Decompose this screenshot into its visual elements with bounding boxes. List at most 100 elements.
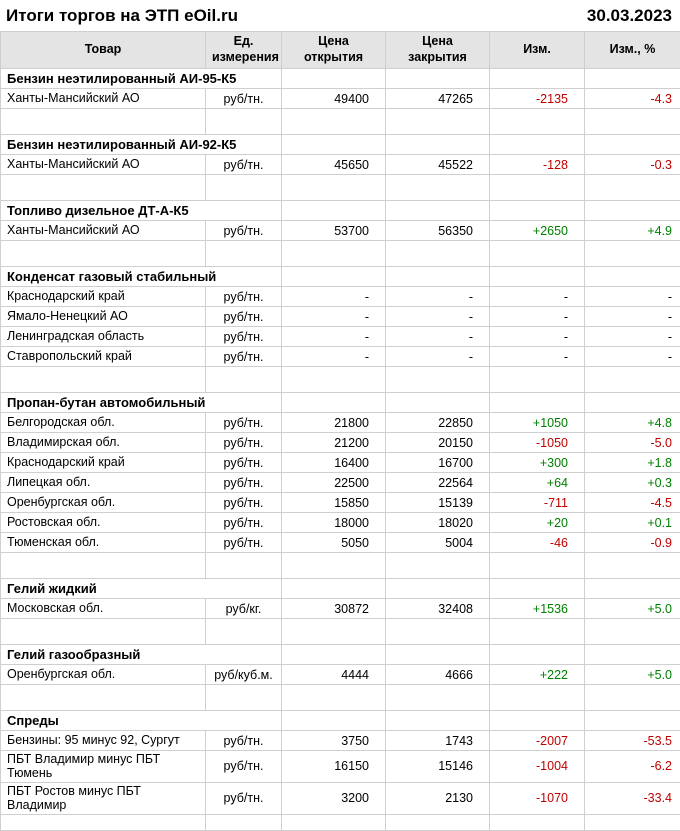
empty-cell [585, 267, 680, 287]
change-abs: +1050 [490, 413, 585, 433]
empty-cell [585, 645, 680, 665]
close-price: 47265 [386, 89, 490, 109]
spacer-cell [490, 175, 585, 201]
spacer-cell [585, 175, 680, 201]
change-abs: -46 [490, 533, 585, 553]
unit: руб/тн. [206, 453, 282, 473]
section-title: Спреды [1, 711, 282, 731]
spacer-cell [490, 619, 585, 645]
section-header-row: Пропан-бутан автомобильный [1, 393, 680, 413]
product-name: ПБТ Владимир минус ПБТ Тюмень [1, 751, 206, 783]
page-title: Итоги торгов на ЭТП eOil.ru [6, 6, 238, 26]
change-pct: -0.9 [585, 533, 680, 553]
unit: руб/кг. [206, 599, 282, 619]
spacer-cell [585, 241, 680, 267]
spacer-cell [585, 367, 680, 393]
product-name: ПБТ Ростов минус ПБТ Владимир [1, 782, 206, 814]
spacer-row [1, 619, 680, 645]
close-price: 2130 [386, 782, 490, 814]
change-pct: -53.5 [585, 731, 680, 751]
change-pct: - [585, 327, 680, 347]
unit: руб/тн. [206, 221, 282, 241]
open-price: 16150 [282, 751, 386, 783]
open-price: 18000 [282, 513, 386, 533]
section-title: Бензин неэтилированный АИ-95-К5 [1, 69, 282, 89]
change-pct: -0.3 [585, 155, 680, 175]
section-header-row: Бензин неэтилированный АИ-95-К5 [1, 69, 680, 89]
empty-cell [490, 645, 585, 665]
change-abs: -2007 [490, 731, 585, 751]
spacer-row [1, 553, 680, 579]
empty-cell [585, 579, 680, 599]
close-price: 32408 [386, 599, 490, 619]
change-pct: - [585, 287, 680, 307]
change-abs: -1004 [490, 751, 585, 783]
open-price: 22500 [282, 473, 386, 493]
section-header-row: Спреды [1, 711, 680, 731]
section-header-row: Гелий жидкий [1, 579, 680, 599]
unit: руб/тн. [206, 413, 282, 433]
change-abs: -711 [490, 493, 585, 513]
empty-cell [585, 711, 680, 731]
spacer-cell [490, 685, 585, 711]
column-header: Цена закрытия [386, 32, 490, 69]
open-price: 4444 [282, 665, 386, 685]
empty-cell [282, 267, 386, 287]
change-pct: -5.0 [585, 433, 680, 453]
change-pct: +4.8 [585, 413, 680, 433]
spacer-cell [386, 175, 490, 201]
unit: руб/тн. [206, 493, 282, 513]
product-name: Липецкая обл. [1, 473, 206, 493]
change-pct: +5.0 [585, 599, 680, 619]
empty-cell [386, 69, 490, 89]
empty-cell [282, 393, 386, 413]
close-price: - [386, 287, 490, 307]
spacer-cell [386, 109, 490, 135]
unit: руб/тн. [206, 327, 282, 347]
close-price: 18020 [386, 513, 490, 533]
spacer-cell [1, 619, 206, 645]
close-price: 1743 [386, 731, 490, 751]
unit: руб/тн. [206, 731, 282, 751]
section-title: Гелий жидкий [1, 579, 282, 599]
open-price: 3750 [282, 731, 386, 751]
empty-cell [490, 201, 585, 221]
change-abs: -128 [490, 155, 585, 175]
spacer-cell [386, 685, 490, 711]
spacer-cell [1, 553, 206, 579]
unit: руб/тн. [206, 347, 282, 367]
close-price: 5004 [386, 533, 490, 553]
spacer-cell [206, 685, 282, 711]
close-price: - [386, 347, 490, 367]
column-header: Изм., % [585, 32, 680, 69]
spacer-cell [206, 175, 282, 201]
column-header: Изм. [490, 32, 585, 69]
change-abs: - [490, 307, 585, 327]
empty-cell [282, 201, 386, 221]
empty-cell [386, 393, 490, 413]
spacer-cell [386, 241, 490, 267]
spacer-cell [206, 109, 282, 135]
close-price: 45522 [386, 155, 490, 175]
change-pct: -4.3 [585, 89, 680, 109]
change-abs: +1536 [490, 599, 585, 619]
close-price: 15139 [386, 493, 490, 513]
change-abs: +222 [490, 665, 585, 685]
close-price: 22564 [386, 473, 490, 493]
open-price: 53700 [282, 221, 386, 241]
change-pct: - [585, 307, 680, 327]
change-pct: +4.9 [585, 221, 680, 241]
open-price: 45650 [282, 155, 386, 175]
change-pct: - [585, 347, 680, 367]
spacer-cell [490, 553, 585, 579]
